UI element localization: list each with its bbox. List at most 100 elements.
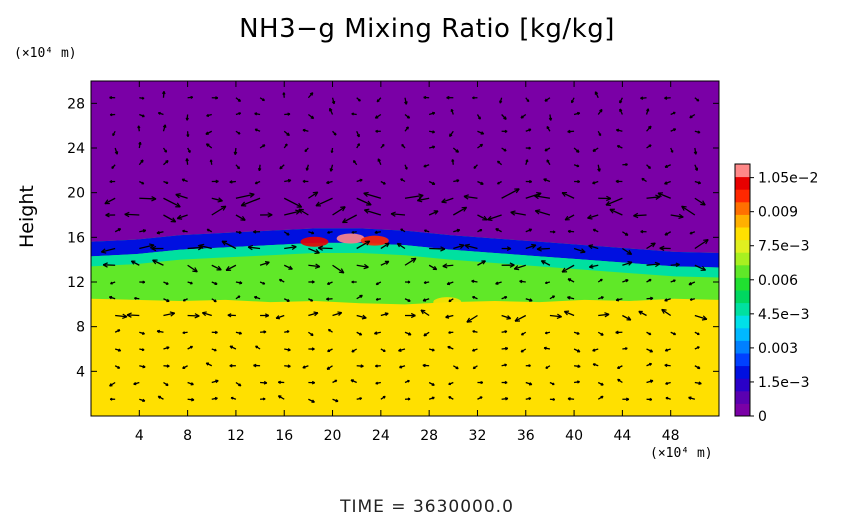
vector-arrow-head xyxy=(311,231,315,235)
vector-arrow-head xyxy=(487,215,493,221)
vector-arrow xyxy=(441,197,454,203)
x-tick-label: 8 xyxy=(183,428,192,444)
vector-arrow-head xyxy=(599,108,603,113)
vector-arrow xyxy=(501,314,511,320)
vector-arrow xyxy=(235,193,255,199)
vector-arrow xyxy=(589,264,599,268)
vector-arrow-head xyxy=(311,347,315,351)
vector-arrow-head xyxy=(697,346,700,350)
colorbar-swatch xyxy=(735,340,750,354)
vector-arrow xyxy=(356,197,372,206)
vector-arrow-head xyxy=(482,215,488,221)
colorbar-label: 1.05e−2 xyxy=(758,171,818,187)
vector-arrow-head xyxy=(700,265,707,271)
vector-arrow-head xyxy=(624,232,629,236)
vector-arrow-head xyxy=(118,348,122,352)
vector-arrow-head xyxy=(329,107,333,112)
vector-arrow xyxy=(275,314,285,319)
vector-arrow-head xyxy=(286,330,290,334)
vector-arrow-head xyxy=(552,295,556,299)
vector-arrow-head xyxy=(464,243,470,249)
vector-arrow xyxy=(510,211,526,216)
vector-arrow-head xyxy=(600,395,604,399)
vector-arrow xyxy=(202,312,212,317)
vector-arrow-head xyxy=(390,211,396,217)
vector-arrow-head xyxy=(279,166,283,170)
vector-arrow-head xyxy=(648,144,652,148)
vector-arrow-head xyxy=(205,131,209,135)
vector-arrow-head xyxy=(213,299,217,303)
colorbar-swatch xyxy=(735,189,750,203)
vector-arrow-head xyxy=(340,206,346,212)
vector-arrow-head xyxy=(140,159,144,163)
vector-arrow xyxy=(175,193,188,199)
vector-arrow-head xyxy=(556,313,562,319)
vector-arrow-head xyxy=(649,362,653,366)
vector-arrow xyxy=(177,214,188,220)
vector-arrow-head xyxy=(448,382,451,386)
vector-arrow-head xyxy=(190,281,193,285)
vector-arrow-head xyxy=(359,332,363,336)
vector-arrow-head xyxy=(416,197,423,203)
vector-arrow xyxy=(694,197,706,206)
colorbar-label: 0.003 xyxy=(758,341,798,357)
vector-arrow-head xyxy=(534,209,541,215)
vector-arrow xyxy=(235,214,246,221)
vector-arrow-head xyxy=(432,265,438,271)
vector-arrow xyxy=(101,247,116,253)
vector-arrow xyxy=(534,195,551,199)
vector-arrow-head xyxy=(627,260,633,266)
vector-arrow-head xyxy=(152,259,158,265)
vector-arrow xyxy=(598,313,610,317)
vector-arrow xyxy=(525,244,537,250)
vector-arrow-head xyxy=(648,332,652,336)
vector-arrow-head xyxy=(206,113,210,117)
colorbar-swatch xyxy=(735,214,750,228)
y-axis-unit: (×10⁴ m) xyxy=(14,46,77,61)
vector-arrow-head xyxy=(263,380,268,385)
vector-arrow xyxy=(284,246,297,250)
vector-arrow-head xyxy=(528,228,533,232)
vector-arrow-head xyxy=(187,150,191,153)
vector-arrow xyxy=(152,259,164,266)
vector-arrow-head xyxy=(420,309,426,315)
vector-arrow-head xyxy=(592,148,596,152)
vector-arrow xyxy=(364,209,382,216)
vector-arrow-head xyxy=(592,228,596,232)
vector-arrow-head xyxy=(440,246,446,252)
vector-arrow xyxy=(318,247,333,250)
vector-arrow-head xyxy=(648,278,652,282)
vector-arrow-head xyxy=(673,279,676,283)
vector-arrow-head xyxy=(626,316,632,321)
vector-arrow-head xyxy=(205,143,210,147)
vector-arrow-head xyxy=(170,217,177,223)
vector-arrow-head xyxy=(164,149,168,153)
vector-arrow-head xyxy=(480,380,484,385)
vector-arrow xyxy=(248,246,261,250)
vector-arrow-head xyxy=(606,195,612,202)
vector-arrow-head xyxy=(625,397,630,402)
vector-arrow-head xyxy=(249,192,255,198)
vector-arrow-head xyxy=(331,100,336,105)
vector-arrow-head xyxy=(287,364,291,368)
vector-arrow-head xyxy=(422,363,426,368)
vector-arrow-head xyxy=(374,115,379,119)
vector-arrow-head xyxy=(240,215,246,221)
vector-arrow-head xyxy=(326,281,330,285)
vector-arrow xyxy=(661,308,672,317)
vector-arrow-head xyxy=(296,202,303,208)
vector-arrow-head xyxy=(495,228,499,232)
vector-arrow-head xyxy=(186,134,190,137)
vector-arrow-head xyxy=(546,159,550,163)
vector-arrow-head xyxy=(529,298,533,302)
vector-arrow-head xyxy=(376,99,380,103)
colorbar-swatch xyxy=(735,239,750,253)
vector-arrow xyxy=(163,312,175,317)
vector-arrow-head xyxy=(649,379,654,384)
vector-arrow-head xyxy=(499,100,503,104)
vector-arrow-head xyxy=(696,98,700,102)
vector-arrow xyxy=(536,247,550,250)
vector-arrow-head xyxy=(375,381,379,385)
vector-arrow-head xyxy=(495,281,499,285)
vector-arrow-head xyxy=(673,128,677,132)
